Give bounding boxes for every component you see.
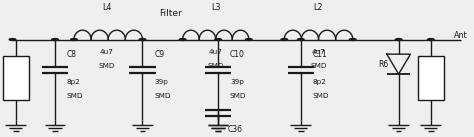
Circle shape — [298, 39, 304, 40]
Text: Filter: Filter — [159, 9, 182, 18]
Circle shape — [71, 39, 77, 40]
Text: C36: C36 — [228, 125, 243, 134]
Text: 470R: 470R — [432, 69, 438, 88]
Text: Ant: Ant — [454, 31, 467, 40]
Text: SMD: SMD — [208, 63, 224, 69]
Text: 4u7: 4u7 — [209, 49, 223, 55]
Circle shape — [215, 39, 221, 40]
Text: SMD: SMD — [155, 93, 171, 99]
Text: 39p: 39p — [230, 79, 244, 85]
Circle shape — [179, 39, 186, 40]
Text: SMD: SMD — [230, 93, 246, 99]
Text: C9: C9 — [155, 50, 164, 59]
Text: R4: R4 — [6, 68, 15, 78]
Circle shape — [246, 39, 252, 40]
Circle shape — [395, 39, 402, 40]
Text: 390R: 390R — [17, 69, 23, 88]
FancyBboxPatch shape — [418, 56, 444, 100]
Circle shape — [52, 39, 58, 40]
Circle shape — [281, 39, 288, 40]
Circle shape — [139, 39, 146, 40]
Text: 4u7: 4u7 — [100, 49, 114, 55]
Text: 8p2: 8p2 — [313, 79, 327, 85]
Text: 4u7: 4u7 — [311, 49, 325, 55]
Circle shape — [349, 39, 356, 40]
Text: L3: L3 — [211, 3, 220, 12]
Text: SMD: SMD — [313, 93, 329, 99]
Circle shape — [9, 39, 16, 40]
Text: SMD: SMD — [99, 63, 115, 69]
Text: 8p2: 8p2 — [67, 79, 81, 85]
Text: SMD: SMD — [67, 93, 83, 99]
Text: C11: C11 — [313, 50, 328, 59]
FancyBboxPatch shape — [2, 56, 29, 100]
Text: SMD: SMD — [310, 63, 327, 69]
Text: R6: R6 — [378, 60, 388, 69]
Text: C8: C8 — [67, 50, 77, 59]
Text: 39p: 39p — [155, 79, 168, 85]
Text: C10: C10 — [230, 50, 245, 59]
Circle shape — [428, 39, 434, 40]
Text: L4: L4 — [102, 3, 112, 12]
Text: L2: L2 — [313, 3, 323, 12]
